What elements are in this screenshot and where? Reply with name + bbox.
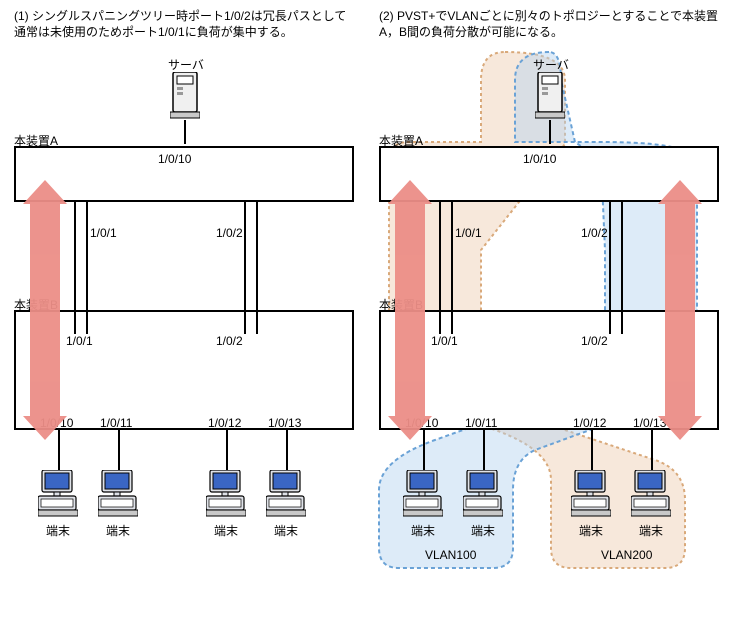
link — [651, 430, 653, 470]
portA-top-left: 1/0/10 — [158, 152, 191, 166]
pc-icon — [266, 470, 306, 518]
port-tick — [86, 202, 88, 228]
link — [118, 430, 120, 470]
server-icon-left — [170, 72, 200, 122]
portB-t1-left: 1/0/1 — [66, 334, 93, 348]
link — [256, 228, 258, 308]
link — [86, 228, 88, 308]
link — [244, 228, 246, 308]
link — [451, 228, 453, 308]
link — [74, 228, 76, 308]
link — [439, 228, 441, 308]
link — [483, 430, 485, 470]
load-arrow-right-2 — [665, 202, 695, 418]
load-arrow-left — [30, 202, 60, 418]
server-link-left — [184, 120, 186, 144]
load-arrow-right-1 — [395, 202, 425, 418]
port-tick — [439, 308, 441, 334]
portB-b3-right: 1/0/12 — [573, 416, 606, 430]
port-tick — [609, 308, 611, 334]
portB-t2-left: 1/0/2 — [216, 334, 243, 348]
link — [226, 430, 228, 470]
pc-icon — [38, 470, 78, 518]
panel-pvst: (2) PVST+でVLANごとに別々のトポロジーとすることで本装置A，B間の負… — [365, 0, 735, 620]
term-label: 端末 — [471, 522, 495, 539]
panel-single-stp: (1) シングルスパニングツリー時ポート1/0/2は冗長パスとして通常は未使用の… — [0, 0, 365, 620]
server-icon-right — [535, 72, 565, 122]
term-label: 端末 — [214, 522, 238, 539]
port-tick — [609, 202, 611, 228]
port-tick — [244, 202, 246, 228]
portB-b3-left: 1/0/12 — [208, 416, 241, 430]
link — [609, 228, 611, 308]
term-label: 端末 — [579, 522, 603, 539]
portB-t1-right: 1/0/1 — [431, 334, 458, 348]
pc-icon — [206, 470, 246, 518]
vlan200-label: VLAN200 — [601, 548, 652, 562]
vlan100-label: VLAN100 — [425, 548, 476, 562]
portA-b2-left: 1/0/2 — [216, 226, 243, 240]
portA-b1-right: 1/0/1 — [455, 226, 482, 240]
port-tick — [451, 308, 453, 334]
caption-left: (1) シングルスパニングツリー時ポート1/0/2は冗長パスとして通常は未使用の… — [14, 8, 354, 40]
portA-b1-left: 1/0/1 — [90, 226, 117, 240]
port-tick — [451, 202, 453, 228]
port-tick — [86, 308, 88, 334]
server-link-right — [549, 120, 551, 144]
port-tick — [74, 308, 76, 334]
port-tick — [256, 308, 258, 334]
term-label: 端末 — [411, 522, 435, 539]
link — [591, 430, 593, 470]
term-label: 端末 — [106, 522, 130, 539]
portA-top-right: 1/0/10 — [523, 152, 556, 166]
pc-icon — [571, 470, 611, 518]
pc-icon — [403, 470, 443, 518]
port-tick — [621, 202, 623, 228]
pc-icon — [463, 470, 503, 518]
deviceB-box-left — [14, 310, 354, 430]
portB-t2-right: 1/0/2 — [581, 334, 608, 348]
port-tick — [256, 202, 258, 228]
pc-icon — [98, 470, 138, 518]
portB-b2-right: 1/0/11 — [465, 416, 497, 430]
port-tick — [244, 308, 246, 334]
term-label: 端末 — [639, 522, 663, 539]
portB-b4-left: 1/0/13 — [268, 416, 301, 430]
port-tick — [74, 202, 76, 228]
link — [621, 228, 623, 308]
term-label: 端末 — [46, 522, 70, 539]
link — [286, 430, 288, 470]
term-label: 端末 — [274, 522, 298, 539]
pc-icon — [631, 470, 671, 518]
caption-right: (2) PVST+でVLANごとに別々のトポロジーとすることで本装置A，B間の負… — [379, 8, 729, 40]
portB-b2-left: 1/0/11 — [100, 416, 132, 430]
portA-b2-right: 1/0/2 — [581, 226, 608, 240]
server-label-left: サーバ — [168, 56, 204, 73]
port-tick — [439, 202, 441, 228]
port-tick — [621, 308, 623, 334]
server-label-right: サーバ — [533, 56, 569, 73]
